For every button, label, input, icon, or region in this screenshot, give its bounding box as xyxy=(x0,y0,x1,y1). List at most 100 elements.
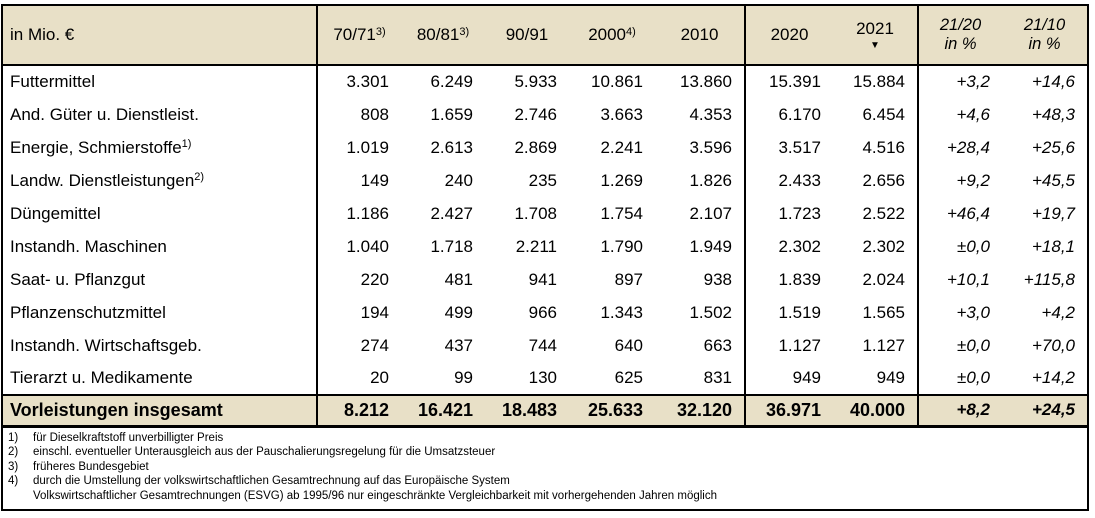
table-row: Futtermittel 3.301 6.249 5.933 10.861 13.860 1… xyxy=(3,65,1087,98)
cell-value: 1.839 xyxy=(778,269,821,289)
cell-pct: +3,0 xyxy=(956,302,990,322)
table-row: And. Güter u. Dienstleist. 808 1.659 2.746 3… xyxy=(3,98,1087,131)
cell-value: 99 xyxy=(454,368,473,387)
cell-pct: +48,3 xyxy=(1031,104,1075,124)
col-header-2020: 2020 xyxy=(745,6,833,66)
total-row: Vorleistungen insgesamt 8.212 16.421 18.483… xyxy=(3,394,1087,428)
cell-pct: +28,4 xyxy=(946,137,990,157)
footnote-number: 2) xyxy=(8,446,19,459)
cell-pct: +18,1 xyxy=(1031,236,1075,256)
cell-value: 640 xyxy=(614,335,643,355)
row-label: Energie, Schmierstoffe1) xyxy=(3,131,318,164)
cell-value: 1.718 xyxy=(430,236,473,256)
col-header-2000: 20004) xyxy=(569,6,655,66)
cell-value: 2.107 xyxy=(655,197,746,230)
cell-value: 966 xyxy=(528,302,557,322)
cell-value: 1.040 xyxy=(346,236,389,256)
cell-value: 2.522 xyxy=(833,197,919,230)
pct-unit: in % xyxy=(944,35,977,53)
table-row: Landw. Dienstleistungen2) 149 240 235 1.269 1… xyxy=(3,164,1087,197)
row-label-text: Vorleistungen insgesamt xyxy=(10,399,223,420)
cell-value: 941 xyxy=(528,269,557,289)
row-label-text: Pflanzenschutzmittel xyxy=(10,302,166,322)
cell-value: 16.421 xyxy=(401,394,485,428)
sort-desc-icon: ▼ xyxy=(870,39,880,51)
footnote-text: früheres Bundesgebiet xyxy=(33,460,149,473)
row-label: Tierarzt u. Medikamente xyxy=(3,362,318,395)
year-label: 2021 xyxy=(856,19,894,39)
footnote-number: 4) xyxy=(8,475,19,488)
cell-value: 40.000 xyxy=(833,394,919,428)
year-label: 80/81 xyxy=(416,25,460,45)
footnote-number: 3) xyxy=(8,460,19,473)
footnote-item: 2) einschl. eventueller Unterausgleich au… xyxy=(8,445,1079,460)
cell-value: 15.884 xyxy=(833,65,919,98)
cell-value: 1.723 xyxy=(778,203,821,223)
cell-value: 949 xyxy=(833,362,919,395)
cell-value: 1.343 xyxy=(600,302,643,322)
table-row: Instandh. Maschinen 1.040 1.718 2.211 1.790 1… xyxy=(3,230,1087,263)
cell-value: 663 xyxy=(655,329,746,362)
col-header-80-81: 80/813) xyxy=(401,6,485,66)
table-row: Instandh. Wirtschaftsgeb. 274 437 744 640 663… xyxy=(3,329,1087,362)
cell-value: 13.860 xyxy=(655,65,746,98)
footnote-item: 4) durch die Umstellung der volkswirtscha… xyxy=(8,474,1079,489)
cell-value: 240 xyxy=(444,170,473,190)
cell-value: 3.596 xyxy=(655,131,746,164)
table-frame: in Mio. € 70/713) 80/813) 90/91 20004) 2… xyxy=(1,4,1089,512)
cell-value: 808 xyxy=(360,104,389,124)
cell-pct: +46,4 xyxy=(946,203,990,223)
row-label: Pflanzenschutzmittel xyxy=(3,296,318,329)
cell-value: 1.502 xyxy=(655,296,746,329)
col-header-21-10: 21/10 in % xyxy=(1002,6,1087,66)
cell-value: 1.754 xyxy=(600,203,643,223)
row-label: Saat- u. Pflanzgut xyxy=(3,263,318,296)
cell-value: 1.659 xyxy=(430,104,473,124)
cell-value: 18.483 xyxy=(485,394,569,428)
cell-value: 1.790 xyxy=(600,236,643,256)
footnote-number: 1) xyxy=(8,431,19,444)
cell-value: 220 xyxy=(360,269,389,289)
cell-pct: +9,2 xyxy=(956,170,990,190)
cell-value: 2.302 xyxy=(833,230,919,263)
cell-value: 1.019 xyxy=(346,137,389,157)
cell-pct: ±0,0 xyxy=(957,335,990,355)
cell-pct: +45,5 xyxy=(1031,170,1075,190)
row-label: Futtermittel xyxy=(3,65,318,98)
cell-value: 3.517 xyxy=(778,137,821,157)
cell-value: 897 xyxy=(614,269,643,289)
cell-value: 1.127 xyxy=(778,335,821,355)
row-label-text: Instandh. Maschinen xyxy=(10,236,167,256)
cell-value: 3.301 xyxy=(346,72,389,91)
footnote-ref: 4) xyxy=(626,25,636,38)
table-row: Pflanzenschutzmittel 194 499 966 1.343 1.502 1… xyxy=(3,296,1087,329)
cell-value: 4.516 xyxy=(833,131,919,164)
cell-value: 6.249 xyxy=(430,72,473,91)
cell-pct: +4,6 xyxy=(956,104,990,124)
cell-pct: +24,5 xyxy=(1002,394,1087,428)
cell-value: 10.861 xyxy=(591,72,643,91)
row-label-text: Instandh. Wirtschaftsgeb. xyxy=(10,335,202,355)
table-row: Saat- u. Pflanzgut 220 481 941 897 938 1.839 2.… xyxy=(3,263,1087,296)
cell-value: 1.565 xyxy=(833,296,919,329)
footnote-text: für Dieselkraftstoff unverbilligter Prei… xyxy=(33,431,224,444)
cell-value: 32.120 xyxy=(655,394,746,428)
cell-value: 6.170 xyxy=(778,104,821,124)
cell-value: 194 xyxy=(360,302,389,322)
cell-value: 2.746 xyxy=(514,104,557,124)
cell-value: 2.656 xyxy=(833,164,919,197)
table-header: in Mio. € 70/713) 80/813) 90/91 20004) 2… xyxy=(3,6,1087,66)
row-label: Vorleistungen insgesamt xyxy=(3,394,318,428)
year-label: 2010 xyxy=(680,25,719,45)
row-label-text: Futtermittel xyxy=(10,72,96,91)
cell-pct: +4,2 xyxy=(1041,302,1075,322)
row-label-text: Düngemittel xyxy=(10,203,101,223)
cell-value: 5.933 xyxy=(514,72,557,91)
cell-pct: +10,1 xyxy=(946,269,990,289)
footnote-ref: 3) xyxy=(375,25,386,38)
col-header-21-20: 21/20 in % xyxy=(918,6,1002,66)
footnote-item: 1) für Dieselkraftstoff unverbilligter Pr… xyxy=(8,431,1079,446)
cell-value: 1.127 xyxy=(833,329,919,362)
cell-value: 2.302 xyxy=(778,236,821,256)
cell-value: 4.353 xyxy=(655,98,746,131)
